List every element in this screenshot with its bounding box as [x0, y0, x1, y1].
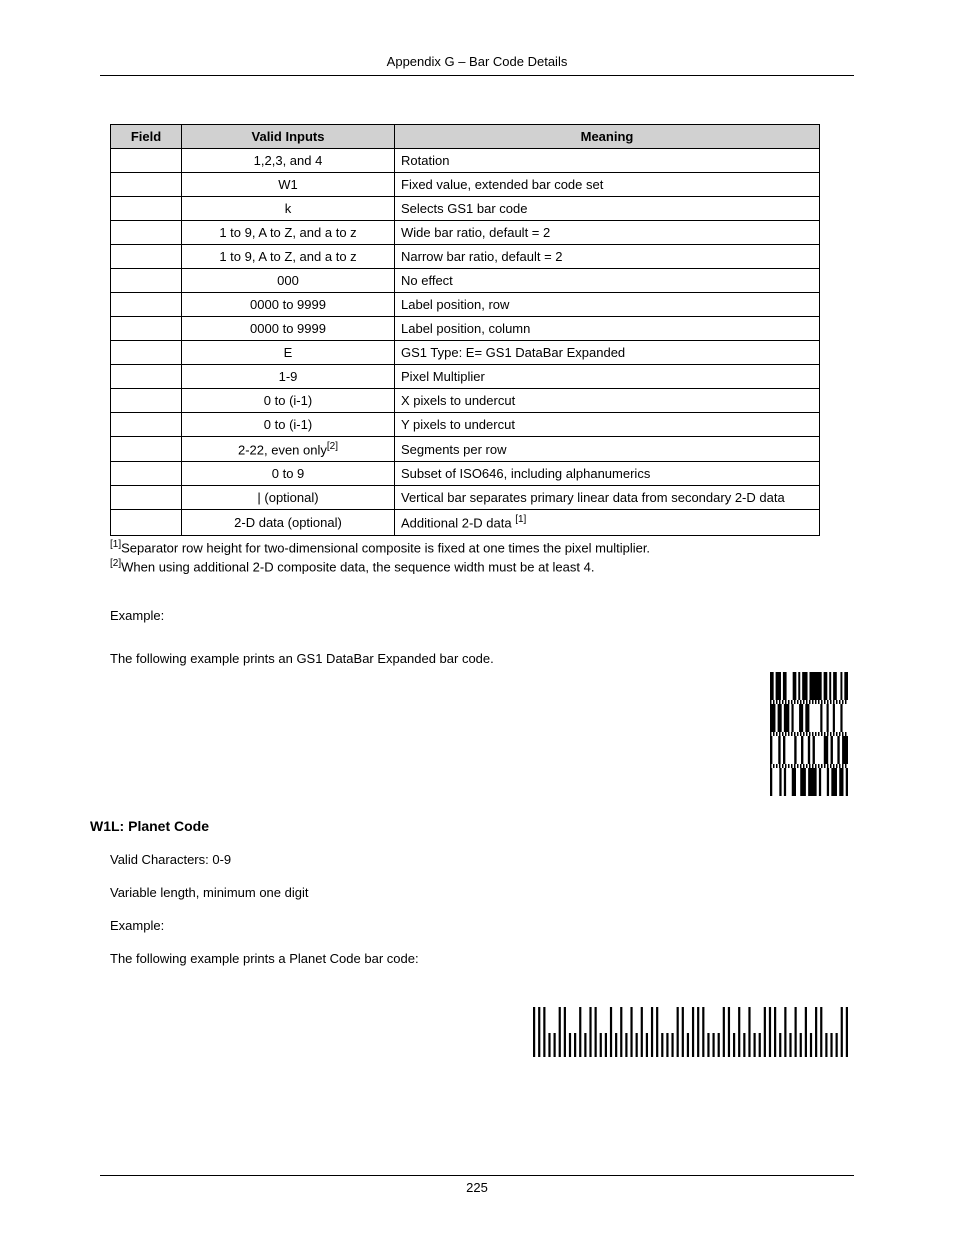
w1l-example-label: Example: — [110, 918, 854, 933]
cell-field — [111, 486, 182, 510]
cell-valid: 1 to 9, A to Z, and a to z — [182, 245, 395, 269]
gs1-barcode-icon — [770, 672, 848, 802]
cell-meaning: Label position, column — [395, 317, 820, 341]
cell-meaning: Rotation — [395, 149, 820, 173]
table-row: W1Fixed value, extended bar code set — [111, 173, 820, 197]
field-table: Field Valid Inputs Meaning 1,2,3, and 4R… — [110, 124, 820, 536]
cell-field — [111, 341, 182, 365]
table-row: | (optional)Vertical bar separates prima… — [111, 486, 820, 510]
cell-valid: 0000 to 9999 — [182, 293, 395, 317]
col-header-field: Field — [111, 125, 182, 149]
cell-field — [111, 173, 182, 197]
cell-field — [111, 389, 182, 413]
example-text: The following example prints an GS1 Data… — [110, 651, 854, 666]
cell-field — [111, 149, 182, 173]
cell-meaning: Subset of ISO646, including alphanumeric… — [395, 462, 820, 486]
col-header-valid: Valid Inputs — [182, 125, 395, 149]
planet-barcode-icon — [533, 1005, 848, 1060]
cell-meaning: Selects GS1 bar code — [395, 197, 820, 221]
cell-meaning: Label position, row — [395, 293, 820, 317]
w1l-heading: W1L: Planet Code — [90, 818, 854, 834]
cell-meaning: Pixel Multiplier — [395, 365, 820, 389]
cell-valid: E — [182, 341, 395, 365]
table-row: kSelects GS1 bar code — [111, 197, 820, 221]
cell-meaning: Vertical bar separates primary linear da… — [395, 486, 820, 510]
cell-meaning: Wide bar ratio, default = 2 — [395, 221, 820, 245]
cell-valid: W1 — [182, 173, 395, 197]
page-number: 225 — [100, 1180, 854, 1195]
cell-field — [111, 437, 182, 462]
cell-valid: 0000 to 9999 — [182, 317, 395, 341]
col-header-meaning: Meaning — [395, 125, 820, 149]
table-row: 0000 to 9999Label position, row — [111, 293, 820, 317]
footnote-2-text: When using additional 2-D composite data… — [121, 559, 594, 574]
footnotes: [1]Separator row height for two-dimensio… — [110, 538, 854, 576]
table-row: 0000 to 9999Label position, column — [111, 317, 820, 341]
example-text-post: Expanded bar code. — [374, 651, 494, 666]
cell-field — [111, 317, 182, 341]
header-title: Appendix G – Bar Code Details — [100, 54, 854, 69]
cell-valid: 2-D data (optional) — [182, 510, 395, 535]
cell-meaning: Fixed value, extended bar code set — [395, 173, 820, 197]
table-row: 000No effect — [111, 269, 820, 293]
table-row: 0 to 9Subset of ISO646, including alphan… — [111, 462, 820, 486]
w1l-valid-chars: Valid Characters: 0-9 — [110, 852, 854, 867]
footnote-2-sup: [2] — [110, 558, 121, 569]
cell-field — [111, 269, 182, 293]
footer-rule — [100, 1175, 854, 1176]
cell-field — [111, 221, 182, 245]
cell-meaning: Segments per row — [395, 437, 820, 462]
cell-valid: k — [182, 197, 395, 221]
cell-valid: 0 to (i-1) — [182, 413, 395, 437]
cell-field — [111, 462, 182, 486]
footnote-1-text: Separator row height for two-dimensional… — [121, 540, 650, 555]
cell-field — [111, 197, 182, 221]
cell-meaning: Narrow bar ratio, default = 2 — [395, 245, 820, 269]
cell-valid: 2-22, even only[2] — [182, 437, 395, 462]
table-row: 2-22, even only[2]Segments per row — [111, 437, 820, 462]
cell-field — [111, 510, 182, 535]
cell-valid: 0 to 9 — [182, 462, 395, 486]
cell-valid: 1 to 9, A to Z, and a to z — [182, 221, 395, 245]
table-row: 2-D data (optional)Additional 2-D data [… — [111, 510, 820, 535]
table-row: 0 to (i-1)Y pixels to undercut — [111, 413, 820, 437]
table-row: 1-9Pixel Multiplier — [111, 365, 820, 389]
cell-valid: 0 to (i-1) — [182, 389, 395, 413]
table-row: EGS1 Type: E= GS1 DataBar Expanded — [111, 341, 820, 365]
table-row: 1 to 9, A to Z, and a to zWide bar ratio… — [111, 221, 820, 245]
table-row: 1,2,3, and 4Rotation — [111, 149, 820, 173]
cell-meaning: No effect — [395, 269, 820, 293]
cell-meaning: GS1 Type: E= GS1 DataBar Expanded — [395, 341, 820, 365]
cell-field — [111, 365, 182, 389]
example-text-code: GS1 DataBar — [296, 651, 373, 666]
w1l-example-text: The following example prints a Planet Co… — [110, 951, 854, 966]
cell-field — [111, 245, 182, 269]
example-text-pre: The following example prints an — [110, 651, 296, 666]
example-label: Example: — [110, 608, 854, 623]
table-row: 0 to (i-1)X pixels to undercut — [111, 389, 820, 413]
header-rule — [100, 75, 854, 76]
cell-meaning: Additional 2-D data [1] — [395, 510, 820, 535]
cell-valid: 000 — [182, 269, 395, 293]
cell-valid: 1-9 — [182, 365, 395, 389]
w1l-var-length: Variable length, minimum one digit — [110, 885, 854, 900]
cell-meaning: Y pixels to undercut — [395, 413, 820, 437]
footnote-1-sup: [1] — [110, 539, 121, 550]
cell-meaning: X pixels to undercut — [395, 389, 820, 413]
cell-valid: 1,2,3, and 4 — [182, 149, 395, 173]
cell-field — [111, 293, 182, 317]
cell-valid: | (optional) — [182, 486, 395, 510]
cell-field — [111, 413, 182, 437]
table-row: 1 to 9, A to Z, and a to zNarrow bar rat… — [111, 245, 820, 269]
